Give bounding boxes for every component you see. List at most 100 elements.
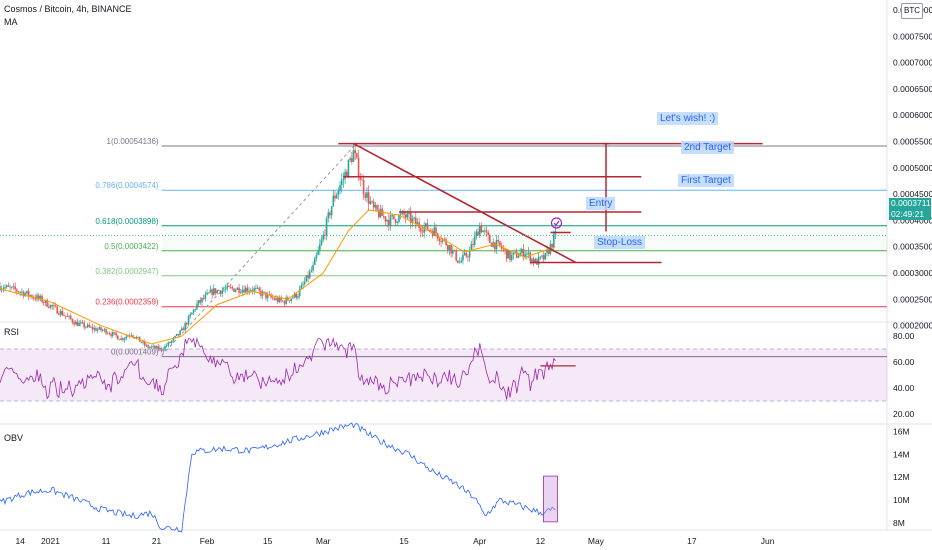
- candle-body: [340, 180, 343, 186]
- candle-body: [504, 249, 506, 251]
- currency-button[interactable]: BTC: [901, 3, 923, 19]
- candle-body: [223, 289, 225, 291]
- candle-body: [529, 252, 532, 262]
- candle-body: [191, 312, 193, 315]
- candle-body: [85, 327, 87, 328]
- candle-body: [80, 322, 82, 324]
- candle-body: [494, 242, 496, 250]
- check-mark-icon: [553, 220, 560, 226]
- candle-body: [110, 334, 112, 336]
- candle-body: [165, 345, 168, 347]
- candle-body: [453, 250, 456, 251]
- candle-body: [199, 300, 202, 303]
- time-tick-label: 15: [399, 536, 409, 546]
- candle-body: [115, 332, 117, 336]
- candle-body: [108, 333, 111, 335]
- candle-body: [369, 201, 372, 204]
- candle-body: [78, 323, 80, 326]
- candle-body: [88, 324, 91, 327]
- fib-level-label: 0.786(0.0004574): [95, 181, 159, 190]
- first-target-label[interactable]: First Target: [678, 174, 734, 187]
- candle-body: [56, 306, 59, 314]
- fib-level-label: 0(0.0001409): [111, 348, 159, 357]
- candle-body: [64, 315, 67, 317]
- candle-body: [462, 254, 464, 261]
- candle-body: [463, 252, 466, 255]
- candle-body: [127, 335, 129, 337]
- candle-body: [521, 249, 523, 254]
- candle-body: [265, 292, 267, 299]
- candle-body: [143, 341, 146, 346]
- time-tick-label: 21: [152, 536, 162, 546]
- candle-body: [14, 286, 16, 290]
- candle-body: [130, 335, 133, 337]
- entry-label[interactable]: Entry: [586, 197, 616, 210]
- candle-body: [330, 206, 333, 216]
- candle-body: [374, 205, 377, 208]
- candle-body: [472, 243, 474, 245]
- candle-body: [332, 195, 335, 207]
- time-tick-label: 14: [15, 536, 25, 546]
- candle-body: [238, 287, 240, 293]
- candle-body: [123, 338, 126, 340]
- candle-body: [440, 241, 442, 242]
- candle-body: [394, 219, 397, 223]
- candle-body: [477, 231, 479, 236]
- candle-body: [179, 330, 181, 335]
- candle-body: [103, 329, 106, 331]
- candle-body: [164, 346, 166, 350]
- ma-indicator-label[interactable]: MA: [4, 17, 18, 27]
- candle-body: [379, 208, 382, 218]
- candle-body: [212, 288, 215, 295]
- candle-body: [276, 298, 279, 302]
- candle-body: [431, 231, 434, 236]
- candle-body: [465, 252, 468, 257]
- candle-body: [194, 309, 197, 311]
- candle-body: [313, 258, 316, 265]
- second-target-label[interactable]: 2nd Target: [681, 141, 735, 154]
- candle-body: [7, 285, 10, 287]
- candle-body: [111, 332, 114, 336]
- obv-line: [0, 422, 556, 533]
- candle-body: [542, 255, 545, 260]
- candle-body: [544, 252, 547, 260]
- candle-body: [329, 212, 331, 216]
- candle-body: [152, 346, 154, 347]
- candle-body: [69, 315, 72, 320]
- candle-body: [132, 335, 134, 337]
- candle-body: [5, 285, 8, 288]
- obv-label[interactable]: OBV: [4, 433, 24, 443]
- candle-body: [322, 234, 324, 240]
- candle-body: [399, 213, 402, 216]
- candle-body: [27, 290, 30, 296]
- candle-body: [255, 288, 257, 289]
- candle-body: [196, 303, 198, 310]
- candle-body: [377, 210, 380, 218]
- lets-wish-label[interactable]: Let's wish! :): [657, 112, 719, 125]
- rsi-label[interactable]: RSI: [4, 327, 20, 337]
- candle-body: [175, 333, 178, 336]
- obv-tick-label: 8M: [893, 518, 905, 528]
- time-tick-label: 17: [687, 536, 697, 546]
- candle-body: [142, 341, 144, 343]
- candle-body: [182, 328, 185, 331]
- descending-trendline: [353, 142, 577, 264]
- candle-body: [339, 185, 341, 191]
- candle-body: [468, 250, 471, 258]
- candle-body: [305, 275, 308, 282]
- candle-body: [162, 349, 165, 351]
- candle-body: [317, 250, 319, 255]
- price-tick-label: 0.0002500: [893, 294, 932, 304]
- candle-body: [509, 250, 511, 260]
- candle-body: [174, 335, 176, 338]
- candle-body: [505, 249, 508, 259]
- obv-tick-label: 10M: [893, 495, 910, 505]
- candle-body: [266, 294, 269, 299]
- symbol-title: Cosmos / Bitcoin, 4h, BINANCE: [4, 4, 132, 14]
- candle-body: [376, 205, 378, 211]
- candle-body: [448, 245, 451, 251]
- candle-body: [61, 310, 64, 316]
- stop-loss-label[interactable]: Stop-Loss: [594, 236, 646, 249]
- fib-level-label: 0.236(0.0002359): [95, 298, 159, 307]
